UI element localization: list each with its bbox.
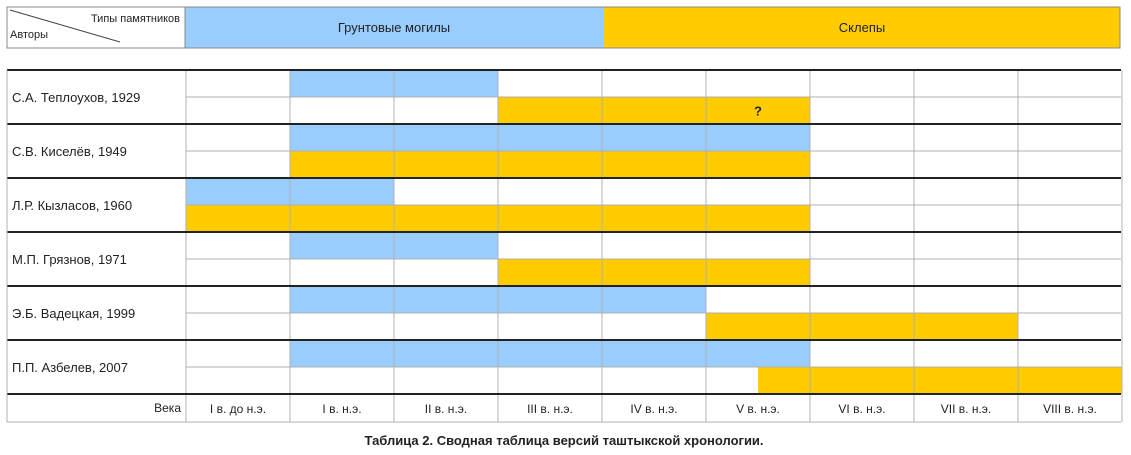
century-tick-label: I в. до н.э.	[210, 402, 266, 416]
century-tick-label: I в. н.э.	[322, 402, 361, 416]
crypts-bar-4	[706, 313, 1018, 340]
century-tick-label: VII в. н.э.	[941, 402, 991, 416]
century-tick-label: V в. н.э.	[736, 402, 780, 416]
graves-bar-1	[290, 124, 810, 151]
century-tick-label: IV в. н.э.	[630, 402, 677, 416]
legend-cell-graves	[185, 7, 604, 48]
crypts-bar-0	[498, 97, 810, 124]
century-tick-label: III в. н.э.	[527, 402, 573, 416]
crypts-bar-3	[498, 259, 810, 286]
author-label: Э.Б. Вадецкая, 1999	[12, 306, 135, 321]
lines-layer	[6, 69, 1123, 423]
author-label: Л.Р. Кызласов, 1960	[12, 198, 132, 213]
crypts-bar-1	[290, 151, 810, 178]
corner-label-authors: Авторы	[10, 29, 48, 41]
labels-layer: С.А. Теплоухов, 1929? С.В. Киселёв, 1949 Л…	[12, 90, 1097, 416]
century-tick-label: VIII в. н.э.	[1043, 402, 1097, 416]
century-tick-label: VI в. н.э.	[838, 402, 885, 416]
legend-label-graves: Грунтовые могилы	[338, 20, 450, 35]
author-label: М.П. Грязнов, 1971	[12, 252, 127, 267]
crypts-bar-5	[758, 367, 1122, 394]
axis-label: Века	[154, 401, 181, 415]
table-caption: Таблица 2. Сводная таблица версий таштык…	[364, 433, 763, 448]
header-block: Типы памятников Авторы Грунтовые могилы …	[6, 6, 1121, 49]
century-tick-label: II в. н.э.	[425, 402, 467, 416]
legend-label-crypts: Склепы	[839, 20, 885, 35]
graves-bar-5	[290, 340, 810, 367]
author-label: С.В. Киселёв, 1949	[12, 144, 127, 159]
corner-diagonal	[9, 9, 121, 43]
corner-label-types: Типы памятников	[91, 13, 180, 25]
legend-cell-crypts	[604, 7, 1120, 48]
uncertain-mark: ?	[754, 104, 762, 119]
author-label: С.А. Теплоухов, 1929	[12, 90, 140, 105]
author-label: П.П. Азбелев, 2007	[12, 360, 128, 375]
header-border	[6, 6, 1121, 49]
